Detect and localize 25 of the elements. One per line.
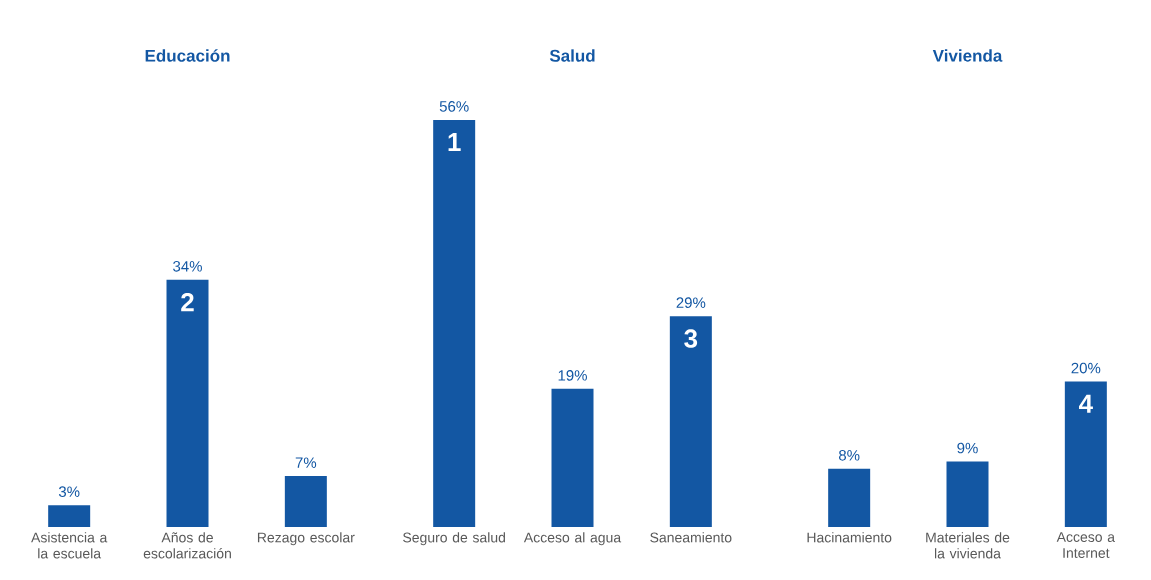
x-tick-label: Rezago escolar xyxy=(257,532,355,546)
data-label: 20% xyxy=(1071,362,1101,374)
x-tick-label: Acceso a Internet xyxy=(1056,532,1116,558)
data-label: 8% xyxy=(838,450,860,461)
data-label: 7% xyxy=(295,457,317,468)
data-label: 19% xyxy=(558,370,587,381)
data-label: 9% xyxy=(957,442,978,454)
x-tick-label: Acceso al agua xyxy=(523,532,622,546)
chart-title: Salud xyxy=(549,49,595,62)
x-tick-label: Seguro de salud xyxy=(403,532,505,546)
annotation: 2 xyxy=(181,293,194,312)
annotation: 1 xyxy=(448,133,461,151)
x-tick-label: Años de escolarización xyxy=(143,532,231,559)
annotation: 3 xyxy=(684,329,698,348)
data-label: 3% xyxy=(58,486,80,497)
x-tick-label: Saneamiento xyxy=(650,532,732,543)
data-label: 56% xyxy=(439,101,469,112)
annotation: 4 xyxy=(1078,394,1093,413)
x-tick-label: Materiales de la vivienda xyxy=(926,532,1010,559)
data-label: 29% xyxy=(676,297,706,308)
chart-title: Educación xyxy=(145,49,230,62)
x-tick-label: Hacinamiento xyxy=(807,532,892,543)
chart-title: Vivienda xyxy=(932,49,1003,62)
x-tick-label: Asistencia a la escuela xyxy=(31,532,108,559)
data-label: 34% xyxy=(173,261,202,272)
